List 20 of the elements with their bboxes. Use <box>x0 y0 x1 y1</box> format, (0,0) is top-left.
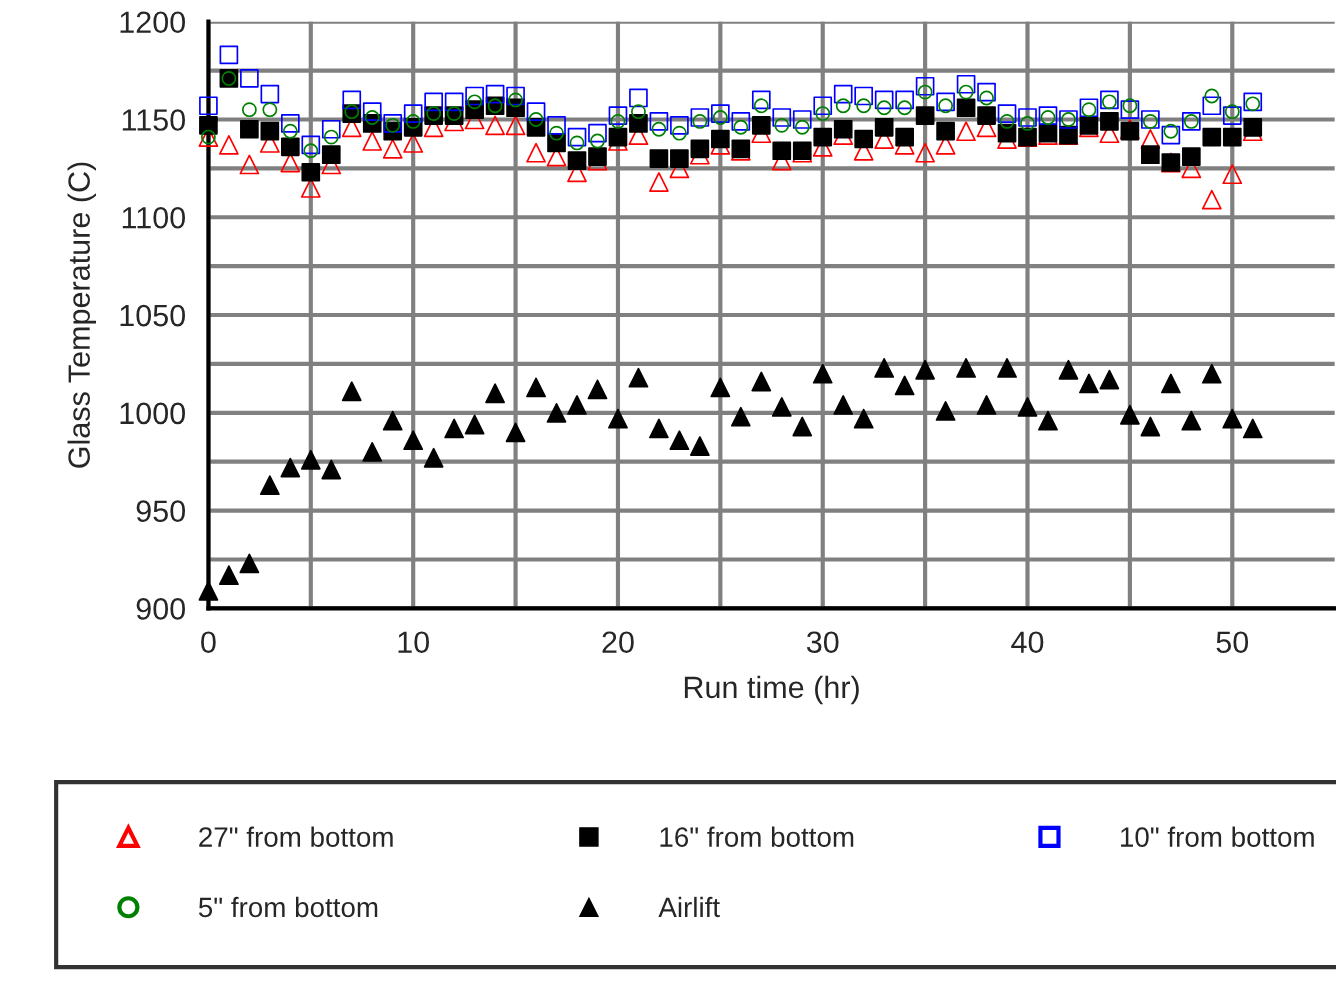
y-tick-label: 900 <box>136 598 185 620</box>
x-tick-label: 0 <box>201 631 216 654</box>
x-tick-label: 40 <box>1011 631 1044 654</box>
y-tick-label: 1050 <box>120 304 186 327</box>
legend-label: 27" from bottom <box>199 826 393 847</box>
y-tick-label: 950 <box>136 500 185 522</box>
y-tick-label: 1150 <box>122 109 186 131</box>
x-tick-label: 10 <box>398 631 429 654</box>
legend-label: 5" from bottom <box>198 896 378 918</box>
legend-label: 16" from bottom <box>660 826 854 847</box>
legend-label: 10" from bottom <box>1121 826 1314 847</box>
y-tick-label: 1100 <box>122 206 186 229</box>
y-tick-label: 1200 <box>120 11 186 34</box>
x-tick-label: 50 <box>1216 631 1249 654</box>
x-axis-title: Run time (hr) <box>684 675 859 705</box>
y-tick-label: 1000 <box>120 402 186 425</box>
y-axis-title: Glass Temperature (C) <box>67 162 96 468</box>
x-tick-label: 20 <box>602 631 634 654</box>
legend-label: Airlift <box>658 896 720 918</box>
x-tick-label: 30 <box>806 631 839 654</box>
